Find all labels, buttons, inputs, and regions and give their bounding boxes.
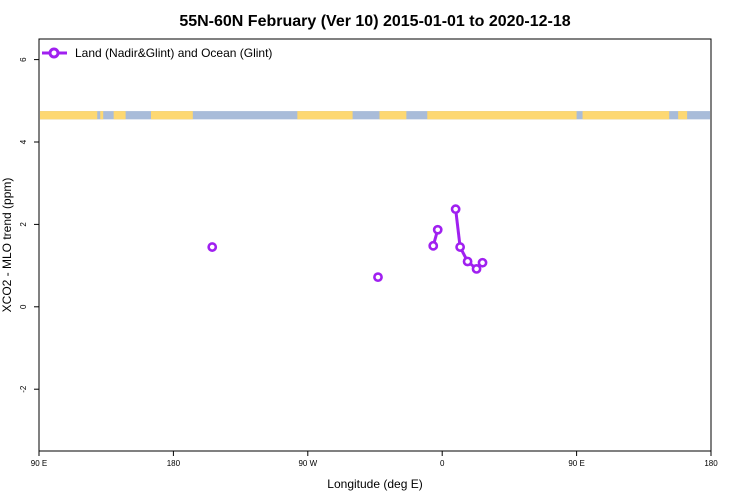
land-patch <box>379 111 407 120</box>
x-axis-label: Longitude (deg E) <box>327 477 422 491</box>
y-tick-label: 6 <box>19 57 28 62</box>
x-tick-label: 90 E <box>31 459 47 468</box>
landmask-ocean <box>40 111 710 120</box>
land-patch <box>40 111 98 120</box>
y-tick-label: 4 <box>19 139 28 144</box>
data-point <box>471 263 482 274</box>
data-point <box>462 256 473 267</box>
x-tick-label: 90 E <box>568 459 584 468</box>
land-patch <box>100 111 104 120</box>
x-tick-label: 180 <box>704 459 718 468</box>
series-layer <box>207 204 488 283</box>
land-patch <box>427 111 577 120</box>
plot-frame <box>38 38 712 452</box>
land-patch <box>297 111 353 120</box>
legend-marker <box>48 47 60 59</box>
legend-label: Land (Nadir&Glint) and Ocean (Glint) <box>75 46 272 60</box>
y-axis: -2 0 2 4 6 <box>19 57 39 393</box>
land-patch <box>678 111 688 120</box>
y-tick-label: 2 <box>19 222 28 227</box>
y-tick-label: 0 <box>19 304 28 309</box>
legend: Land (Nadir&Glint) and Ocean (Glint) <box>42 46 272 60</box>
x-axis: 90 E 180 90 W 0 90 E 180 <box>31 451 718 468</box>
y-tick-label: -2 <box>19 385 28 393</box>
data-point <box>450 204 461 215</box>
y-axis-label: XCO2 - MLO trend (ppm) <box>0 178 14 313</box>
data-point <box>373 272 383 283</box>
data-point <box>477 257 488 268</box>
data-point <box>432 224 443 235</box>
landmask-land <box>40 111 688 120</box>
x-tick-label: 0 <box>440 459 445 468</box>
land-patch <box>113 111 126 120</box>
x-tick-label: 90 W <box>298 459 317 468</box>
land-patch <box>151 111 193 120</box>
chart-title: 55N-60N February (Ver 10) 2015-01-01 to … <box>179 13 570 30</box>
series-line-segment <box>454 208 462 248</box>
data-point <box>455 242 466 252</box>
data-point <box>207 242 218 252</box>
land-patch <box>582 111 670 120</box>
data-point <box>428 240 439 251</box>
landmask-band <box>40 111 710 120</box>
x-tick-label: 180 <box>167 459 181 468</box>
